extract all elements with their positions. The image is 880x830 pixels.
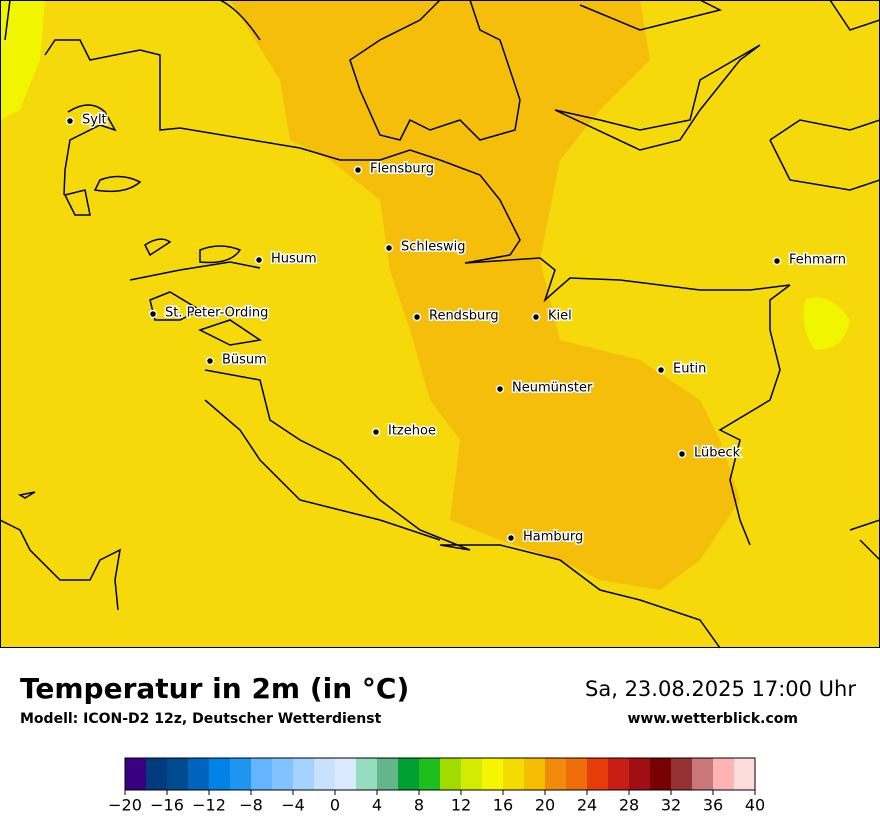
city-label: Husum (271, 252, 317, 267)
city-label: Sylt (82, 113, 107, 128)
colorbar-segment (398, 758, 420, 790)
map: Sylt Flensburg Schleswig Husum St. Peter-Ord… (0, 0, 880, 649)
colorbar-tick-label: 16 (493, 796, 513, 815)
colorbar-tick-label: 4 (372, 796, 382, 815)
colorbar-segment (608, 758, 630, 790)
city-label: Flensburg (370, 162, 434, 177)
colorbar-segment (419, 758, 441, 790)
colorbar-tick-label: 28 (619, 796, 639, 815)
colorbar-tick-label: 8 (414, 796, 424, 815)
city-dot (254, 255, 264, 265)
colorbar-segment (566, 758, 588, 790)
colorbar-segment (230, 758, 252, 790)
coastline (44, 39, 791, 546)
city-dot (656, 365, 666, 375)
colorbar-tick-label: −16 (150, 796, 184, 815)
city-dot (506, 533, 516, 543)
city-label: Kiel (548, 309, 572, 324)
colorbar-segment (503, 758, 525, 790)
colorbar-segment (314, 758, 336, 790)
subtitle: Modell: ICON-D2 12z, Deutscher Wetterdie… (20, 711, 382, 727)
colorbar-tick-label: −4 (281, 796, 305, 815)
colorbar-tick-label: −20 (108, 796, 142, 815)
city-dot (531, 312, 541, 322)
colorbar: −20 −16 −12 −8 −4 0 4 8 12 16 20 24 28 32 36 40 (108, 757, 765, 815)
colorbar-segment (482, 758, 504, 790)
coastline (4, 0, 880, 191)
colorbar-segment (251, 758, 273, 790)
colorbar-segment (650, 758, 672, 790)
coastline (0, 369, 880, 649)
colorbar-tick-label: −12 (192, 796, 226, 815)
colorbar-tick-label: 12 (451, 796, 471, 815)
colorbar-segment (671, 758, 693, 790)
colorbar-segment (377, 758, 399, 790)
colorbar-segment (629, 758, 651, 790)
colorbar-tick-label: 32 (661, 796, 681, 815)
city-label: Fehmarn (789, 253, 846, 268)
website: www.wetterblick.com (628, 711, 799, 727)
city-label: Neumünster (512, 381, 593, 396)
city-label: Rendsburg (429, 309, 499, 324)
coastline (63, 175, 262, 346)
city-dot (772, 256, 782, 266)
colorbar-segment (524, 758, 546, 790)
city-layer: Sylt Flensburg Schleswig Husum St. Peter-Ord… (65, 111, 848, 546)
colorbar-segment (125, 758, 147, 790)
colorbar-tick-label: −8 (239, 796, 263, 815)
colorbar-tick-label: 24 (577, 796, 597, 815)
city-label: Lübeck (694, 446, 741, 461)
city-dot (371, 427, 381, 437)
colorbar-segment (440, 758, 462, 790)
colorbar-segment (167, 758, 189, 790)
colorbar-tick-label: 0 (330, 796, 340, 815)
colorbar-segment (188, 758, 210, 790)
city-label: Schleswig (401, 240, 466, 255)
city-label: Itzehoe (388, 424, 436, 439)
colorbar-segment (587, 758, 609, 790)
city-dot (353, 165, 363, 175)
colorbar-segment (272, 758, 294, 790)
colorbar-segment (692, 758, 714, 790)
colorbar-segment (734, 758, 756, 790)
city-label: Eutin (673, 362, 706, 377)
city-label: Hamburg (523, 530, 583, 545)
colorbar-segment (713, 758, 735, 790)
warm-orange-area (230, 0, 740, 590)
city-label: Büsum (222, 353, 267, 368)
colorbar-segment (335, 758, 357, 790)
city-dot (205, 356, 215, 366)
colorbar-segment (461, 758, 483, 790)
colorbar-segment (545, 758, 567, 790)
city-dot (677, 449, 687, 459)
colorbar-segment (146, 758, 168, 790)
colorbar-tick-label: 36 (703, 796, 723, 815)
datetime: Sa, 23.08.2025 17:00 Uhr (585, 677, 856, 701)
colorbar-tick-label: 20 (535, 796, 555, 815)
colorbar-frame (124, 757, 756, 791)
city-label: St. Peter-Ording (165, 306, 268, 321)
city-dot (412, 312, 422, 322)
colorbar-segment (356, 758, 378, 790)
warm-yellow-area (0, 0, 45, 120)
city-dot (148, 309, 158, 319)
city-dot (495, 384, 505, 394)
city-dot (65, 116, 75, 126)
colorbar-tick-label: 40 (745, 796, 765, 815)
colorbar-segment (209, 758, 231, 790)
warm-yellow-area (803, 297, 850, 350)
title: Temperatur in 2m (in °C) (20, 672, 409, 705)
city-dot (384, 243, 394, 253)
colorbar-segment (293, 758, 315, 790)
